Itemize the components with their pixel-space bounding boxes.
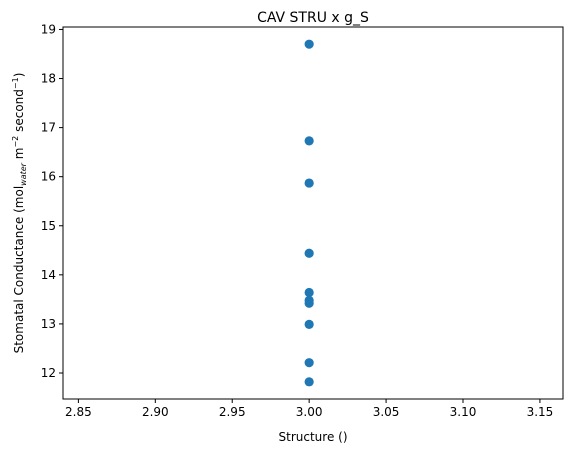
y-axis-label-suffix: ) (12, 73, 26, 78)
y-axis-label-sup1: −2 (11, 136, 20, 148)
x-tick-label: 2.85 (65, 405, 92, 419)
x-tick-label: 3.15 (527, 405, 554, 419)
x-tick-label: 2.90 (142, 405, 169, 419)
scatter-point (305, 249, 314, 258)
x-tick-label: 3.00 (296, 405, 323, 419)
y-tick-label: 16 (41, 170, 56, 184)
y-axis-label-sup2: −1 (11, 77, 20, 89)
scatter-point (305, 358, 314, 367)
scatter-point (305, 178, 314, 187)
y-axis-label: Stomatal Conductance (molwater m−2 secon… (11, 73, 28, 354)
scatter-point (305, 40, 314, 49)
y-axis-label-mid2: second (12, 89, 26, 136)
y-tick-label: 14 (41, 268, 56, 282)
y-ticks: 12 13 14 15 16 17 18 19 (41, 22, 63, 380)
y-tick-label: 15 (41, 219, 56, 233)
points-layer (305, 40, 314, 387)
y-tick-label: 17 (41, 121, 56, 135)
y-axis-label-prefix: Stomatal Conductance (mol (12, 186, 26, 354)
x-tick-label: 2.95 (219, 405, 246, 419)
chart-title: CAV STRU x g_S (257, 10, 369, 26)
y-axis-label-mid1: m (12, 148, 26, 164)
scatter-point (305, 320, 314, 329)
plot-frame (63, 27, 563, 399)
scatter-point (305, 288, 314, 297)
y-tick-label: 18 (41, 72, 56, 86)
scatter-point (305, 136, 314, 145)
x-tick-label: 3.05 (373, 405, 400, 419)
x-axis-label: Structure () (279, 430, 348, 444)
scatter-point (305, 299, 314, 308)
y-axis-label-sub: water (19, 162, 28, 186)
scatter-point (305, 377, 314, 386)
y-tick-label: 13 (41, 317, 56, 331)
y-tick-label: 12 (41, 366, 56, 380)
y-tick-label: 19 (41, 22, 56, 36)
x-ticks: 2.85 2.90 2.95 3.00 3.05 3.10 3.15 (65, 399, 553, 419)
x-tick-label: 3.10 (450, 405, 477, 419)
